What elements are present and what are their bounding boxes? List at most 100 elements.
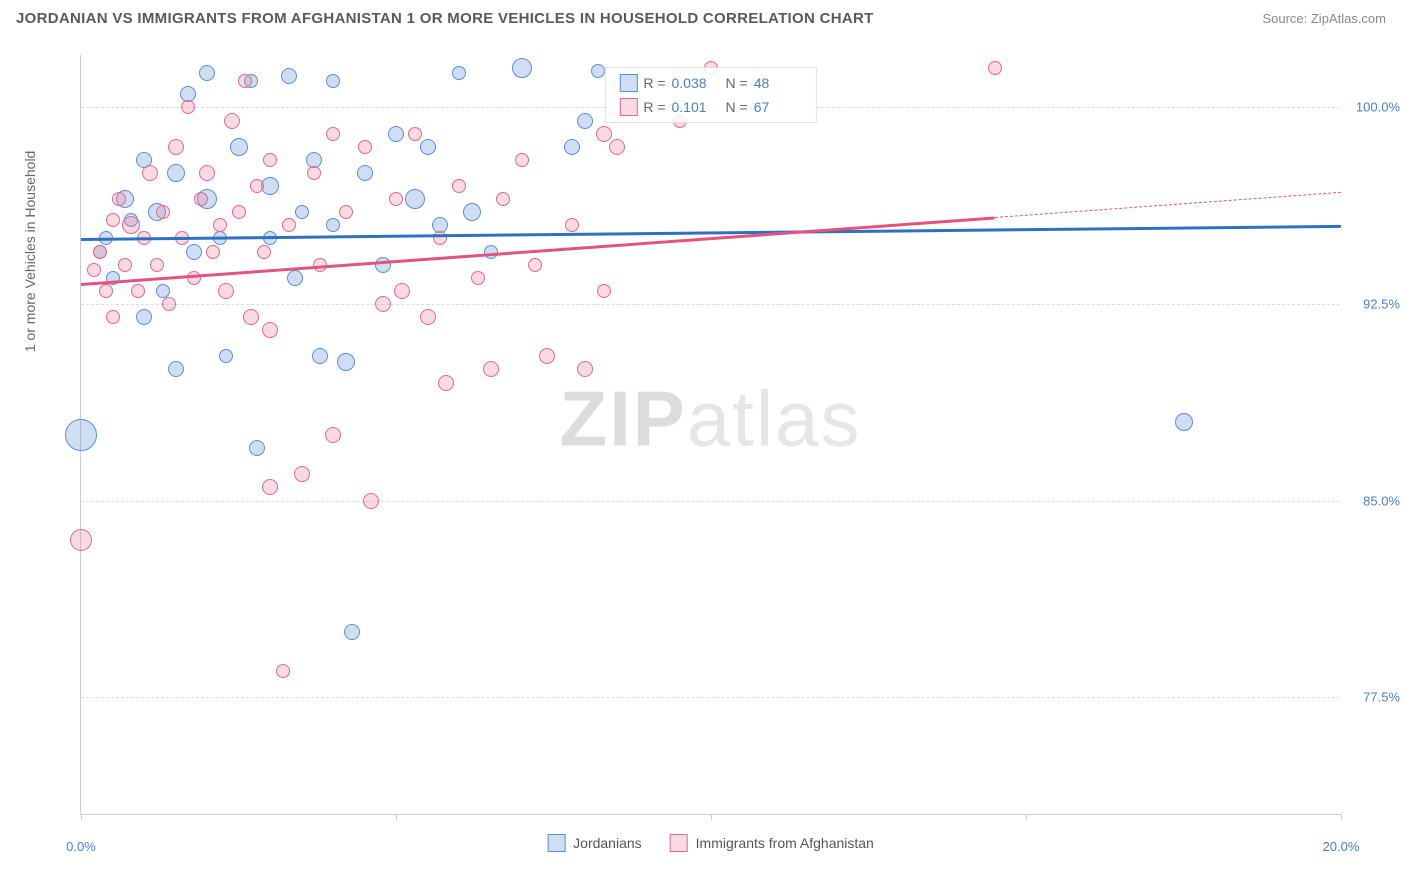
- scatter-point: [326, 218, 340, 232]
- source-link[interactable]: ZipAtlas.com: [1311, 11, 1386, 26]
- scatter-point: [181, 100, 195, 114]
- scatter-point: [156, 205, 170, 219]
- legend-swatch: [547, 834, 565, 852]
- scatter-point: [136, 309, 152, 325]
- legend-r-label: R =: [643, 99, 665, 115]
- gridline-h: [81, 697, 1340, 698]
- scatter-point: [344, 624, 360, 640]
- y-tick-label: 85.0%: [1345, 493, 1400, 508]
- scatter-point: [99, 284, 113, 298]
- x-tick: [1026, 814, 1027, 820]
- scatter-point: [438, 375, 454, 391]
- scatter-point: [325, 427, 341, 443]
- scatter-point: [483, 361, 499, 377]
- legend-n-value: 48: [754, 75, 802, 91]
- scatter-point: [281, 68, 297, 84]
- scatter-point: [156, 284, 170, 298]
- chart-title: JORDANIAN VS IMMIGRANTS FROM AFGHANISTAN…: [16, 10, 874, 27]
- scatter-point: [528, 258, 542, 272]
- scatter-point: [262, 322, 278, 338]
- gridline-h: [81, 501, 1340, 502]
- scatter-point: [262, 479, 278, 495]
- scatter-point: [230, 138, 248, 156]
- scatter-point: [394, 283, 410, 299]
- scatter-point: [326, 127, 340, 141]
- scatter-point: [375, 257, 391, 273]
- scatter-point: [597, 284, 611, 298]
- series-name: Jordanians: [573, 835, 642, 851]
- x-tick: [711, 814, 712, 820]
- scatter-point: [206, 245, 220, 259]
- legend-r-label: R =: [643, 75, 665, 91]
- scatter-point: [363, 493, 379, 509]
- series-legend: Jordanians Immigrants from Afghanistan: [547, 834, 874, 852]
- y-axis-label: 1 or more Vehicles in Household: [22, 151, 38, 353]
- scatter-point: [168, 139, 184, 155]
- legend-r-value: 0.038: [672, 75, 720, 91]
- scatter-point: [187, 271, 201, 285]
- legend-r-value: 0.101: [672, 99, 720, 115]
- plot-area: ZIPatlas R =0.038N =48R =0.101N =67 Jord…: [80, 55, 1340, 815]
- scatter-point: [118, 258, 132, 272]
- trend-line: [994, 191, 1341, 217]
- legend-swatch: [619, 74, 637, 92]
- scatter-point: [539, 348, 555, 364]
- legend-n-label: N =: [726, 99, 748, 115]
- y-tick-label: 100.0%: [1345, 100, 1400, 115]
- x-tick-label: 20.0%: [1323, 839, 1360, 854]
- chart-source: Source: ZipAtlas.com: [1262, 11, 1386, 26]
- legend-n-label: N =: [726, 75, 748, 91]
- watermark-light: atlas: [687, 375, 862, 463]
- scatter-point: [199, 65, 215, 81]
- scatter-point: [238, 74, 252, 88]
- scatter-point: [496, 192, 510, 206]
- scatter-point: [263, 153, 277, 167]
- scatter-point: [326, 74, 340, 88]
- scatter-point: [452, 179, 466, 193]
- scatter-point: [213, 218, 227, 232]
- x-tick: [81, 814, 82, 820]
- scatter-point: [87, 263, 101, 277]
- scatter-point: [232, 205, 246, 219]
- watermark-bold: ZIP: [559, 375, 686, 463]
- scatter-point: [219, 349, 233, 363]
- y-tick-label: 77.5%: [1345, 690, 1400, 705]
- scatter-point: [131, 284, 145, 298]
- series-legend-item: Immigrants from Afghanistan: [670, 834, 874, 852]
- legend-swatch: [670, 834, 688, 852]
- scatter-point: [287, 270, 303, 286]
- scatter-point: [564, 139, 580, 155]
- scatter-point: [194, 192, 208, 206]
- scatter-point: [596, 126, 612, 142]
- chart-container: 1 or more Vehicles in Household ZIPatlas…: [50, 45, 1390, 845]
- scatter-point: [250, 179, 264, 193]
- scatter-point: [294, 466, 310, 482]
- x-tick-label: 0.0%: [66, 839, 96, 854]
- scatter-point: [257, 245, 271, 259]
- correlation-legend: R =0.038N =48R =0.101N =67: [604, 67, 816, 123]
- scatter-point: [186, 244, 202, 260]
- scatter-point: [358, 140, 372, 154]
- legend-row: R =0.101N =67: [605, 95, 815, 119]
- scatter-point: [224, 113, 240, 129]
- scatter-point: [405, 189, 425, 209]
- legend-swatch: [619, 98, 637, 116]
- scatter-point: [591, 64, 605, 78]
- scatter-point: [577, 113, 593, 129]
- scatter-point: [408, 127, 422, 141]
- scatter-point: [106, 310, 120, 324]
- scatter-point: [577, 361, 593, 377]
- scatter-point: [282, 218, 296, 232]
- scatter-point: [106, 213, 120, 227]
- scatter-point: [389, 192, 403, 206]
- scatter-point: [420, 139, 436, 155]
- scatter-point: [420, 309, 436, 325]
- chart-header: JORDANIAN VS IMMIGRANTS FROM AFGHANISTAN…: [0, 0, 1406, 35]
- scatter-point: [565, 218, 579, 232]
- x-tick: [396, 814, 397, 820]
- scatter-point: [167, 164, 185, 182]
- legend-row: R = 0.038 N = 48: [605, 71, 815, 95]
- scatter-point: [295, 205, 309, 219]
- watermark: ZIPatlas: [559, 374, 861, 465]
- scatter-point: [357, 165, 373, 181]
